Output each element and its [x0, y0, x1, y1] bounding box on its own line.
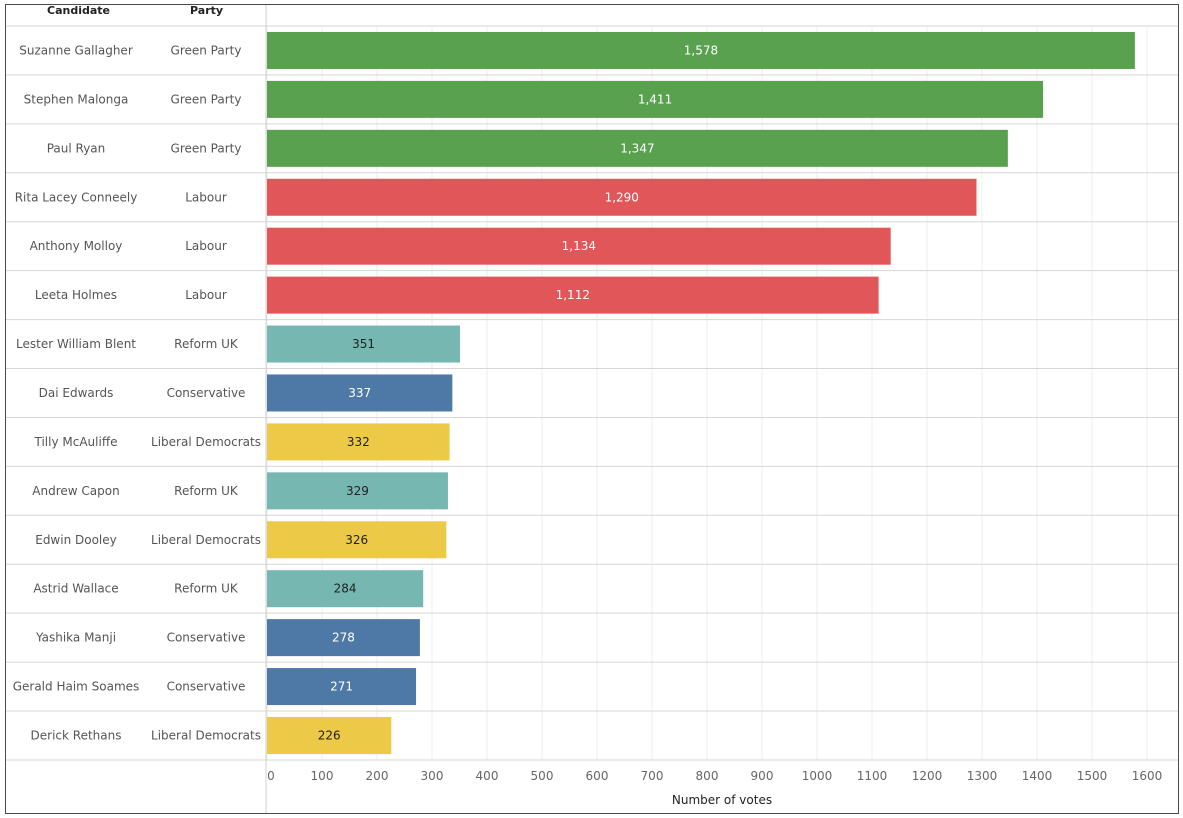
bar-value-label: 226 [318, 728, 341, 742]
bar-value-label: 337 [348, 386, 371, 400]
x-tick-label: 1400 [1022, 769, 1053, 783]
x-axis-label: Number of votes [672, 793, 772, 807]
party-name: Labour [185, 288, 227, 302]
bar-value-label: 1,134 [562, 239, 596, 253]
party-name: Reform UK [174, 582, 239, 596]
x-tick-label: 1000 [802, 769, 833, 783]
bar-value-label: 1,578 [684, 43, 718, 57]
party-name: Reform UK [174, 484, 239, 498]
candidate-name: Andrew Capon [32, 484, 119, 498]
x-tick-label: 500 [531, 769, 554, 783]
x-tick-label: 300 [421, 769, 444, 783]
party-name: Green Party [171, 92, 242, 106]
bar [267, 80, 1044, 118]
party-name: Liberal Democrats [151, 435, 261, 449]
party-name: Conservative [167, 680, 246, 694]
x-tick-label: 1100 [857, 769, 888, 783]
x-tick-label: 1300 [967, 769, 998, 783]
x-tick-label: 600 [586, 769, 609, 783]
x-tick-label: 1500 [1077, 769, 1108, 783]
candidate-name: Leeta Holmes [35, 288, 117, 302]
bar [267, 570, 424, 608]
x-tick-label: 200 [366, 769, 389, 783]
party-name: Labour [185, 239, 227, 253]
bar [267, 276, 879, 314]
candidate-name: Stephen Malonga [24, 92, 129, 106]
bar-value-label: 332 [347, 435, 370, 449]
candidate-name: Lester William Blent [16, 337, 136, 351]
bar [267, 374, 453, 412]
candidate-column-header: Candidate [47, 4, 110, 17]
bar-value-label: 271 [330, 680, 353, 694]
bar [267, 129, 1008, 167]
party-name: Green Party [171, 141, 242, 155]
bar-value-label: 278 [332, 631, 355, 645]
candidate-name: Rita Lacey Conneely [15, 190, 138, 204]
x-tick-label: 800 [696, 769, 719, 783]
x-tick-label: 1600 [1132, 769, 1163, 783]
x-tick-label: 900 [751, 769, 774, 783]
bar [267, 716, 392, 754]
bar-value-label: 329 [346, 484, 369, 498]
bar-value-label: 351 [352, 337, 375, 351]
candidate-name: Suzanne Gallagher [19, 43, 133, 57]
bar-value-label: 284 [334, 582, 357, 596]
bar [267, 31, 1135, 69]
party-name: Liberal Democrats [151, 728, 261, 742]
party-name: Conservative [167, 631, 246, 645]
x-tick-label: 1200 [912, 769, 943, 783]
bar [267, 178, 977, 216]
candidate-name: Dai Edwards [39, 386, 114, 400]
bar-value-label: 1,290 [605, 190, 639, 204]
candidate-name: Paul Ryan [47, 141, 106, 155]
bar [267, 668, 417, 706]
party-name: Liberal Democrats [151, 533, 261, 547]
x-tick-label: 400 [476, 769, 499, 783]
bar [267, 619, 420, 657]
bar [267, 423, 450, 461]
party-column-header: Party [190, 4, 224, 17]
candidate-name: Anthony Molloy [30, 239, 123, 253]
bar [267, 472, 448, 510]
x-tick-label: 0 [267, 769, 275, 783]
x-tick-label: 100 [311, 769, 334, 783]
candidate-name: Gerald Haim Soames [13, 680, 140, 694]
party-name: Labour [185, 190, 227, 204]
party-name: Green Party [171, 43, 242, 57]
bar-value-label: 1,112 [556, 288, 590, 302]
candidate-name: Edwin Dooley [35, 533, 117, 547]
bar [267, 325, 461, 363]
candidate-name: Yashika Manji [35, 631, 116, 645]
party-name: Conservative [167, 386, 246, 400]
bar [267, 521, 447, 559]
candidate-name: Derick Rethans [31, 728, 122, 742]
candidate-name: Astrid Wallace [33, 582, 118, 596]
bar-value-label: 1,411 [638, 92, 672, 106]
bar-value-label: 1,347 [620, 141, 654, 155]
bar-value-label: 326 [345, 533, 368, 547]
party-name: Reform UK [174, 337, 239, 351]
candidate-name: Tilly McAuliffe [34, 435, 118, 449]
bar [267, 227, 891, 265]
x-tick-label: 700 [641, 769, 664, 783]
